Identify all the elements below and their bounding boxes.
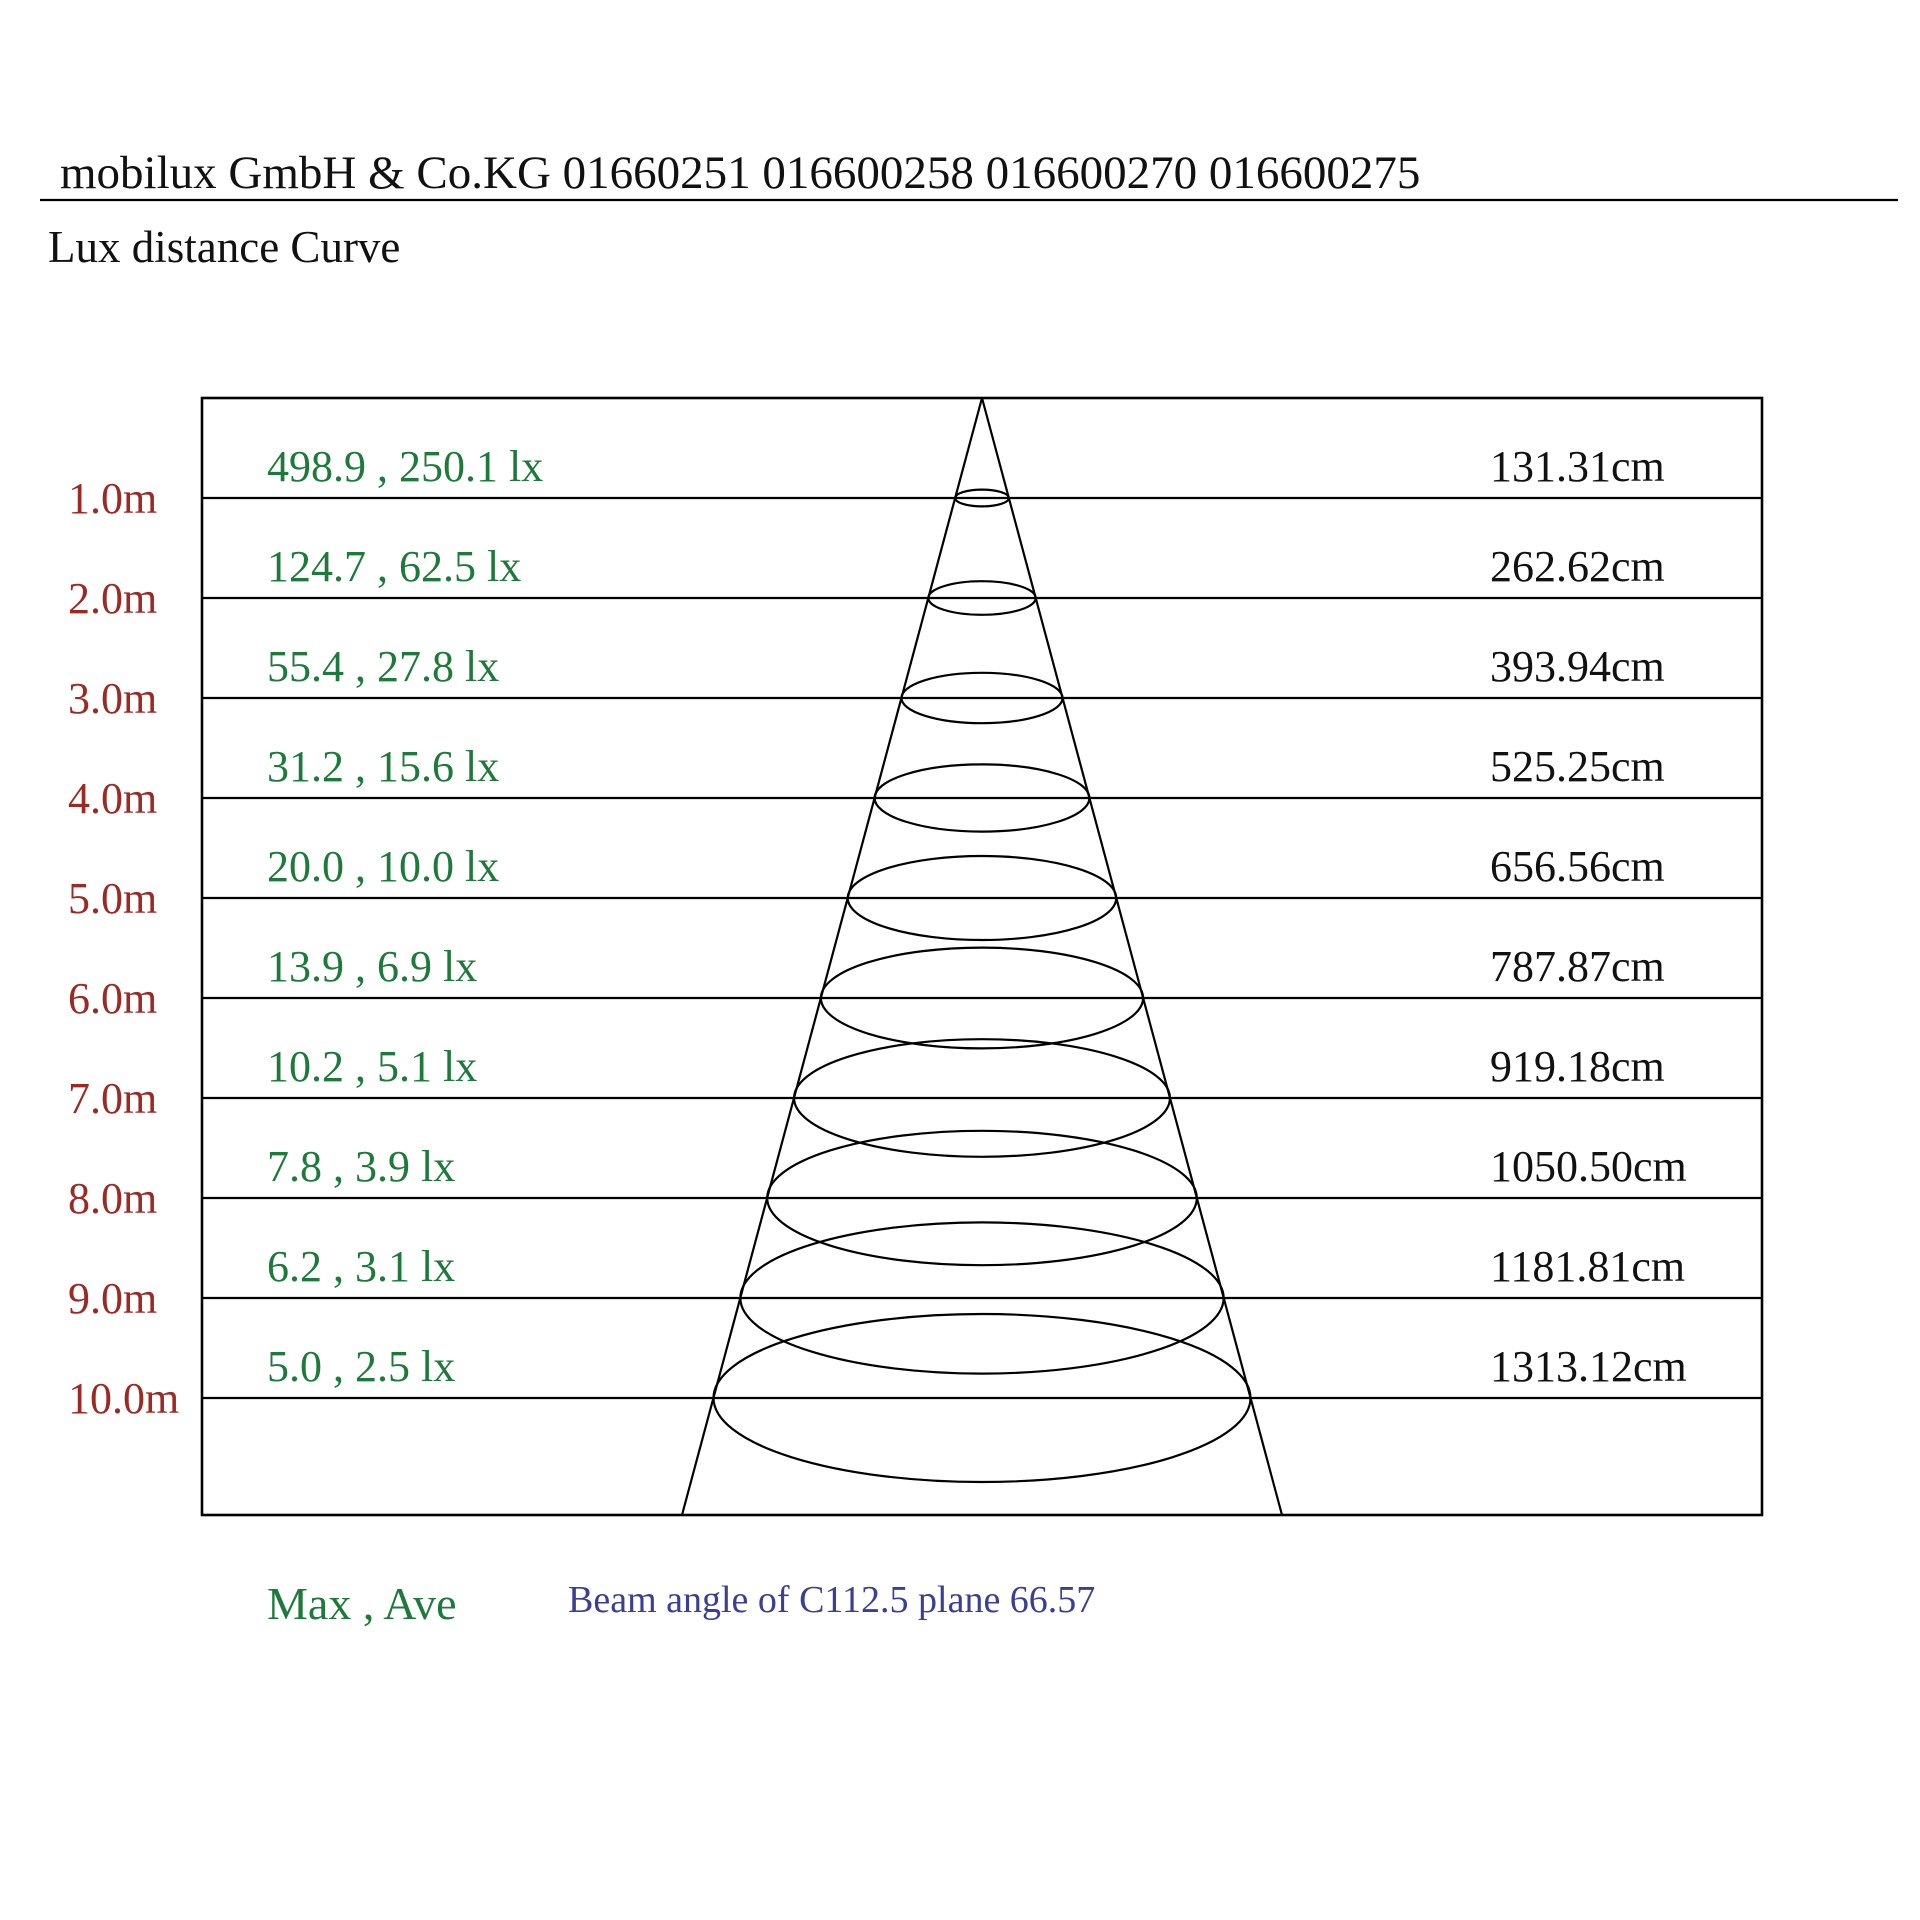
lux-value-label: 10.2 , 5.1 lx [267, 1042, 477, 1091]
distance-label: 3.0m [68, 674, 157, 723]
beam-diameter-label: 787.87cm [1490, 942, 1665, 991]
diagram-subtitle: Lux distance Curve [48, 222, 400, 272]
beam-diameter-label: 525.25cm [1490, 742, 1665, 791]
distance-label: 10.0m [68, 1374, 179, 1423]
beam-diameter-label: 393.94cm [1490, 642, 1665, 691]
beam-cone [680, 397, 1284, 1516]
distance-label: 5.0m [68, 874, 157, 923]
legend-max-ave: Max , Ave [267, 1578, 457, 1629]
beam-diameter-label: 656.56cm [1490, 842, 1665, 891]
lux-value-label: 5.0 , 2.5 lx [267, 1342, 455, 1391]
beam-diameter-label: 1181.81cm [1490, 1242, 1685, 1291]
distance-label: 1.0m [68, 474, 157, 523]
lux-value-label: 31.2 , 15.6 lx [267, 742, 499, 791]
cone-left-edge [680, 397, 984, 1516]
distance-label: 2.0m [68, 574, 157, 623]
beam-diameter-label: 919.18cm [1490, 1042, 1665, 1091]
distance-label: 6.0m [68, 974, 157, 1023]
lux-value-label: 498.9 , 250.1 lx [267, 442, 543, 491]
distance-label: 9.0m [68, 1274, 157, 1323]
distance-label: 8.0m [68, 1174, 157, 1223]
beam-diameter-label: 262.62cm [1490, 542, 1665, 591]
lux-value-label: 124.7 , 62.5 lx [267, 542, 521, 591]
beam-diameter-label: 131.31cm [1490, 442, 1665, 491]
distance-label: 4.0m [68, 774, 157, 823]
header-company-title: mobilux GmbH & Co.KG 01660251 016600258 … [60, 147, 1420, 199]
cone-right-edge [980, 397, 1284, 1516]
lux-value-label: 7.8 , 3.9 lx [267, 1142, 455, 1191]
beam-diameter-label: 1050.50cm [1490, 1142, 1687, 1191]
distance-label: 7.0m [68, 1074, 157, 1123]
lux-value-label: 20.0 , 10.0 lx [267, 842, 499, 891]
lux-value-label: 55.4 , 27.8 lx [267, 642, 499, 691]
lux-value-label: 13.9 , 6.9 lx [267, 942, 477, 991]
beam-diameter-label: 1313.12cm [1490, 1342, 1687, 1391]
lux-value-label: 6.2 , 3.1 lx [267, 1242, 455, 1291]
beam-angle-note: Beam angle of C112.5 plane 66.57 [568, 1579, 1095, 1621]
distance-rows: 1.0m 498.9 , 250.1 lx 131.31cm 2.0m 124.7 , … [68, 442, 1762, 1423]
